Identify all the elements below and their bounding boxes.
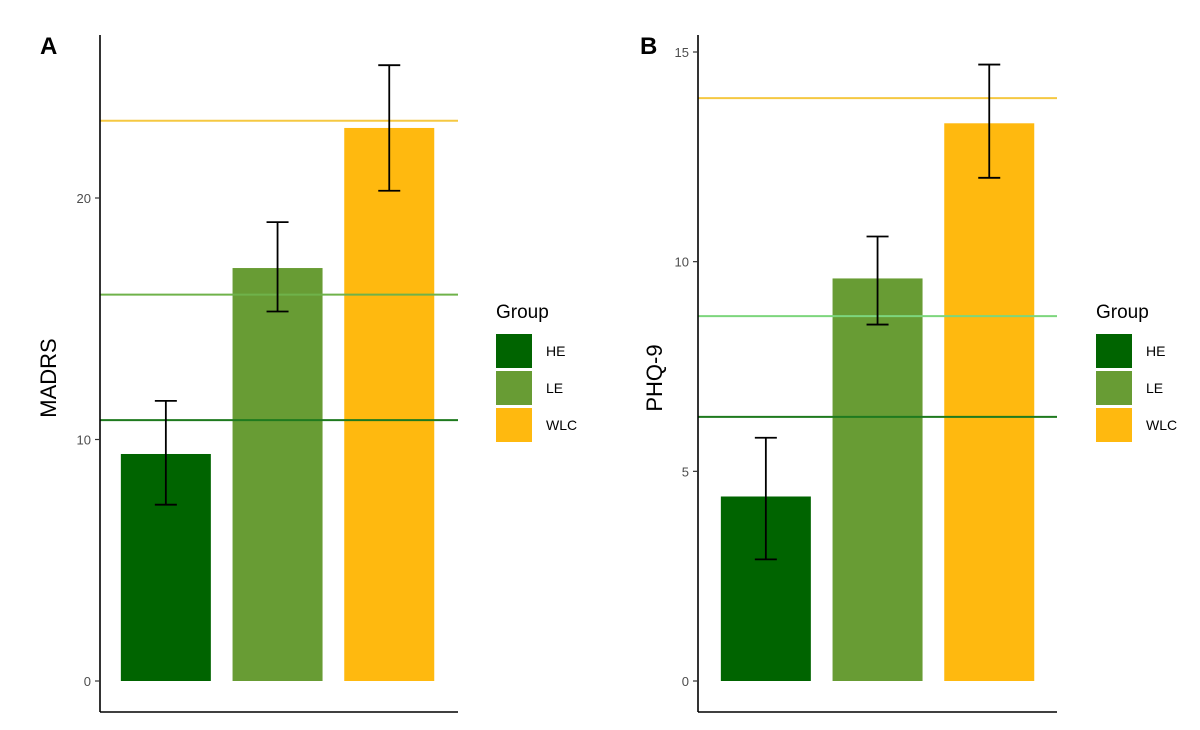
panel-letter: B	[640, 33, 657, 60]
y-tick-label: 10	[675, 255, 689, 270]
panel-b: B PHQ-9 0 5 10 15 Group HE LE WLC	[640, 33, 1177, 713]
y-tick-label: 15	[675, 45, 689, 60]
legend-key-he	[496, 334, 532, 368]
error-bar-le	[866, 235, 889, 326]
bar-le	[232, 268, 323, 681]
legend-label-he: HE	[546, 343, 565, 359]
error-bar-le	[266, 221, 289, 313]
panel-letter: A	[40, 33, 57, 60]
y-axis-label: MADRS	[36, 338, 61, 417]
y-tick-label: 5	[682, 464, 689, 479]
error-bar-wlc	[978, 63, 1001, 179]
legend-key-wlc	[1096, 408, 1132, 442]
legend-key-he	[1096, 334, 1132, 368]
legend-key-le	[1096, 371, 1132, 405]
error-bar-he	[754, 436, 777, 561]
legend-key-wlc	[496, 408, 532, 442]
y-tick-label: 20	[77, 191, 91, 206]
legend-title: Group	[1096, 302, 1149, 323]
bar-wlc	[944, 123, 1035, 681]
legend-title: Group	[496, 302, 549, 323]
y-tick-label: 0	[682, 674, 689, 689]
panel-a: A MADRS 0 10 20 Group HE LE WLC	[36, 33, 577, 713]
legend-label-he: HE	[1146, 343, 1165, 359]
y-tick-label: 10	[77, 433, 91, 448]
bar-wlc	[344, 127, 435, 682]
legend-key-le	[496, 371, 532, 405]
legend-label-wlc: WLC	[546, 417, 577, 433]
error-bar-wlc	[378, 64, 401, 192]
error-bar-he	[154, 399, 177, 506]
y-tick-label: 0	[84, 674, 91, 689]
legend-label-le: LE	[1146, 380, 1163, 396]
legend-label-wlc: WLC	[1146, 417, 1177, 433]
legend-label-le: LE	[546, 380, 563, 396]
bar-le	[832, 278, 923, 681]
y-axis-label: PHQ-9	[642, 344, 667, 411]
